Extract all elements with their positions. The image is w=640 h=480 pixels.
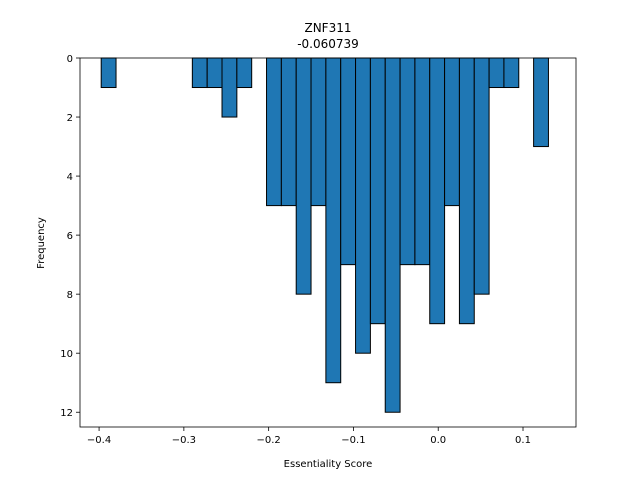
histogram-bar-7 — [295, 57, 312, 295]
histogram-bar-10 — [340, 57, 357, 266]
histogram-bar-5 — [266, 57, 282, 207]
histogram-bar-8 — [310, 57, 327, 207]
chart-subtitle: -0.060739 — [297, 37, 359, 51]
x-tick-label-5: 0.1 — [515, 435, 531, 446]
x-tick-label-3: −0.1 — [341, 435, 365, 446]
y-axis-ticks: 0 2 4 6 8 10 12 — [60, 54, 80, 419]
histogram-bar-9 — [325, 57, 342, 384]
y-tick-label-3: 6 — [67, 231, 73, 242]
x-axis-label: Essentiality Score — [284, 459, 373, 470]
histogram-bar-20 — [488, 57, 505, 89]
histogram-bar-4 — [236, 57, 253, 89]
x-axis-ticks: −0.4 −0.3 −0.2 −0.1 0.0 0.1 — [87, 427, 531, 446]
histogram-bar-11 — [355, 57, 371, 354]
histogram-bar-15 — [414, 57, 431, 266]
histogram-bar-19 — [473, 57, 490, 295]
x-tick-label-4: 0.0 — [430, 435, 446, 446]
y-tick-label-1: 2 — [67, 113, 73, 124]
x-tick-label-0: −0.4 — [87, 435, 111, 446]
chart-title: ZNF311 — [304, 21, 351, 35]
histogram-bar-18 — [458, 57, 475, 325]
x-tick-label-2: −0.2 — [257, 435, 281, 446]
y-tick-label-5: 10 — [60, 349, 73, 360]
histogram-bar-3 — [221, 57, 238, 118]
y-tick-label-2: 4 — [67, 172, 73, 183]
y-axis-label: Frequency — [36, 217, 47, 269]
histogram-bar-13 — [384, 57, 401, 413]
histogram-bar-12 — [369, 57, 386, 325]
histogram-bar-21 — [503, 57, 520, 89]
histogram-bar-22 — [533, 57, 549, 148]
histogram-bar-1 — [191, 57, 208, 89]
histogram-bar-2 — [206, 57, 223, 89]
plot-frame — [79, 57, 577, 428]
y-tick-label-0: 0 — [67, 54, 73, 65]
histogram-bar-6 — [280, 57, 297, 207]
histogram-bar-0 — [100, 57, 117, 89]
y-tick-label-4: 8 — [67, 290, 73, 301]
y-tick-label-6: 12 — [60, 408, 73, 419]
histogram-bar-17 — [444, 57, 460, 207]
x-tick-label-1: −0.3 — [172, 435, 196, 446]
histogram-bar-16 — [429, 57, 446, 325]
histogram-bar-14 — [399, 57, 416, 266]
bars-group — [100, 57, 549, 413]
